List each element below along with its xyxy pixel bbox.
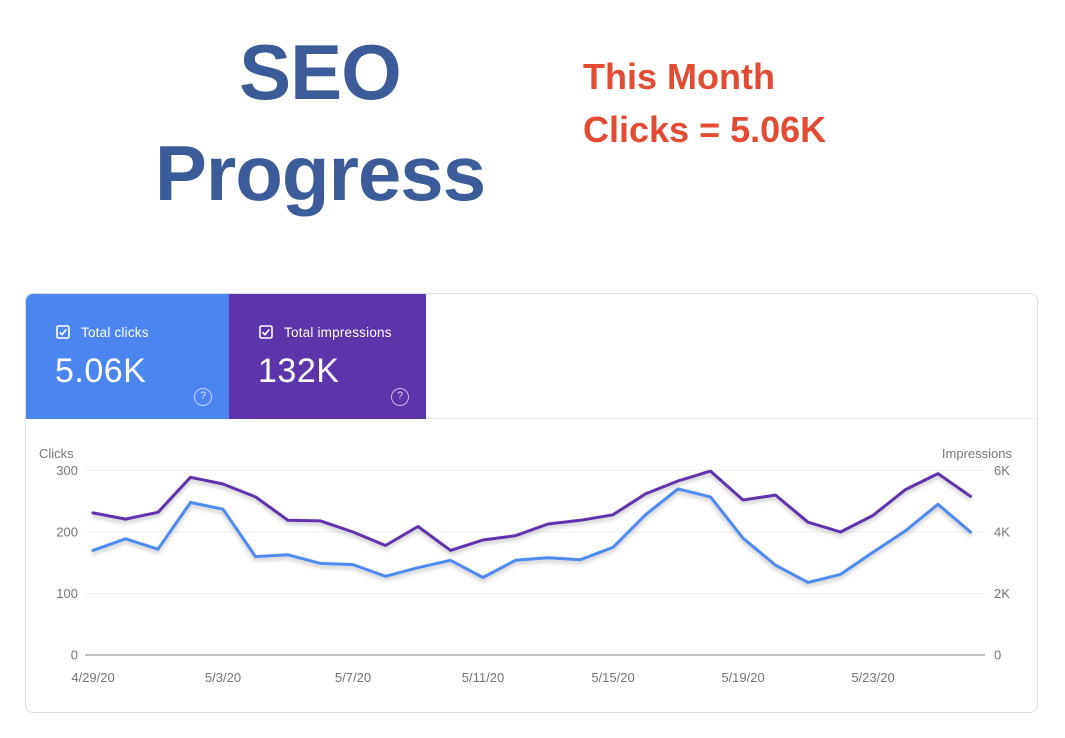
total-clicks-card[interactable]: Total clicks 5.06K ? [26,294,229,419]
x-axis-tick: 5/19/20 [721,670,764,685]
help-icon[interactable]: ? [391,388,409,406]
right-axis-tick: 4K [994,525,1010,540]
total-impressions-value: 132K [258,352,340,390]
clicks-line [91,487,972,584]
total-clicks-label: Total clicks [81,324,149,340]
x-axis-tick: 5/23/20 [851,670,894,685]
left-axis-tick: 0 [71,648,78,663]
page-header: SEO Progress This Month Clicks = 5.06K [0,0,1065,280]
right-axis-title: Impressions [942,446,1013,461]
metric-cards-row: Total clicks 5.06K ? Total impressions 1… [26,294,1037,419]
x-axis-tick: 5/3/20 [205,670,241,685]
x-axis-tick: 5/11/20 [462,670,504,685]
total-clicks-value: 5.06K [55,352,147,390]
right-axis-tick: 2K [994,586,1010,601]
chart-svg[interactable]: Clicks Impressions 300 200 100 0 6K 4K 2K 0 4/29/2… [26,419,1037,711]
help-icon[interactable]: ? [194,388,212,406]
x-axis-tick: 5/15/20 [591,670,634,685]
left-axis-title: Clicks [39,446,74,461]
page-title: SEO Progress [40,22,600,224]
callout-line2: Clicks = 5.06K [583,109,827,150]
total-impressions-card[interactable]: Total impressions 132K ? [229,294,426,419]
page-title-line1: SEO [239,28,402,116]
performance-line-chart[interactable]: Clicks Impressions 300 200 100 0 6K 4K 2K 0 4/29/2… [26,419,1037,711]
callout-line1: This Month [583,56,775,97]
checked-checkbox-icon[interactable] [258,324,274,340]
total-impressions-label: Total impressions [284,324,392,340]
left-axis-tick: 300 [56,463,78,478]
total-impressions-card-top: Total impressions [258,324,426,340]
x-axis-tick: 5/7/20 [335,670,371,685]
left-axis-tick: 100 [56,586,78,601]
search-console-performance-panel: Total clicks 5.06K ? Total impressions 1… [25,293,1038,713]
right-axis-tick: 6K [994,463,1010,478]
right-axis-tick: 0 [994,648,1001,663]
impressions-line [91,469,972,552]
checked-checkbox-icon[interactable] [55,324,71,340]
left-axis-tick: 200 [56,525,78,540]
page-title-line2: Progress [154,129,486,217]
x-axis-tick: 4/29/20 [71,670,114,685]
total-clicks-card-top: Total clicks [55,324,229,340]
monthly-clicks-callout: This Month Clicks = 5.06K [583,50,826,156]
